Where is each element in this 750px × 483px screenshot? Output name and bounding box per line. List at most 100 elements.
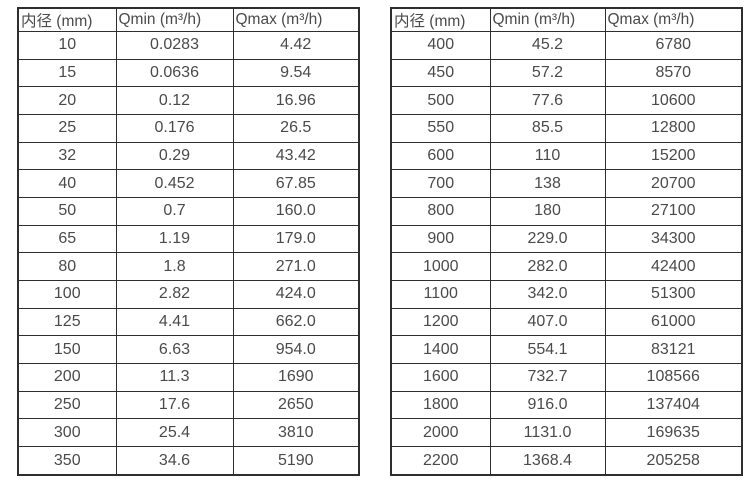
table-cell: 4.42 xyxy=(232,31,360,60)
table-cell: 25.4 xyxy=(115,418,234,448)
table-cell: 1600 xyxy=(390,363,491,392)
column-header: 内径 (mm) xyxy=(390,7,491,32)
table-cell: 271.0 xyxy=(232,252,360,282)
table-cell: 0.7 xyxy=(115,197,234,226)
table-cell: 600 xyxy=(390,141,491,171)
table-cell: 6.63 xyxy=(115,335,234,365)
table-row: 50 0.7 160.0 xyxy=(17,197,360,226)
table-row: 800 180 27100 xyxy=(390,197,743,226)
table-cell: 2200 xyxy=(390,446,491,476)
table-row: 450 57.2 8570 xyxy=(390,58,743,88)
table-cell: 800 xyxy=(390,197,491,226)
table-cell: 20 xyxy=(17,86,117,116)
table-row: 2200 1368.4 205258 xyxy=(390,446,743,476)
table-cell: 1200 xyxy=(390,307,491,337)
table-row: 700 138 20700 xyxy=(390,169,743,199)
table-cell: 57.2 xyxy=(489,58,606,88)
table-cell: 450 xyxy=(390,58,491,88)
table-row: 125 4.41 662.0 xyxy=(17,307,360,337)
header-row: 内径 (mm) Qmin (m³/h) Qmax (m³/h) xyxy=(390,7,743,32)
table-cell: 15 xyxy=(17,58,117,88)
table-cell: 205258 xyxy=(604,446,743,476)
table-cell: 80 xyxy=(17,252,117,282)
table-row: 20 0.12 16.96 xyxy=(17,86,360,116)
table-row: 15 0.0636 9.54 xyxy=(17,58,360,88)
table-cell: 900 xyxy=(390,224,491,254)
table-row: 10 0.0283 4.42 xyxy=(17,31,360,60)
table-cell: 169635 xyxy=(604,418,743,448)
table-cell: 1400 xyxy=(390,335,491,365)
table-cell: 229.0 xyxy=(489,224,606,254)
table-cell: 9.54 xyxy=(232,58,360,88)
table-cell: 350 xyxy=(17,446,117,476)
table-cell: 5190 xyxy=(232,446,360,476)
table-cell: 180 xyxy=(489,197,606,226)
table-cell: 1368.4 xyxy=(489,446,606,476)
table-row: 150 6.63 954.0 xyxy=(17,335,360,365)
table-cell: 61000 xyxy=(604,307,743,337)
table-cell: 0.0636 xyxy=(115,58,234,88)
table-cell: 500 xyxy=(390,86,491,116)
table-row: 1800 916.0 137404 xyxy=(390,390,743,420)
table-cell: 10 xyxy=(17,31,117,60)
column-header: 内径 (mm) xyxy=(17,7,117,32)
column-header: Qmin (m³/h) xyxy=(489,7,606,32)
table-row: 550 85.5 12800 xyxy=(390,114,743,143)
table-cell: 43.42 xyxy=(232,141,360,171)
table-cell: 3810 xyxy=(232,418,360,448)
table-cell: 34300 xyxy=(604,224,743,254)
table-cell: 26.5 xyxy=(232,114,360,143)
table-cell: 407.0 xyxy=(489,307,606,337)
table-row: 65 1.19 179.0 xyxy=(17,224,360,254)
table-cell: 138 xyxy=(489,169,606,199)
table-cell: 250 xyxy=(17,390,117,420)
table-cell: 0.452 xyxy=(115,169,234,199)
table-row: 200 11.3 1690 xyxy=(17,363,360,392)
table-cell: 77.6 xyxy=(489,86,606,116)
table-cell: 342.0 xyxy=(489,280,606,309)
table-cell: 108566 xyxy=(604,363,743,392)
flow-rate-table-large-diameters-wrap: 内径 (mm) Qmin (m³/h) Qmax (m³/h) 400 45.2 6780… xyxy=(390,7,743,476)
table-cell: 27100 xyxy=(604,197,743,226)
table-cell: 20700 xyxy=(604,169,743,199)
table-row: 40 0.452 67.85 xyxy=(17,169,360,199)
table-row: 350 34.6 5190 xyxy=(17,446,360,476)
table-row: 1200 407.0 61000 xyxy=(390,307,743,337)
table-row: 300 25.4 3810 xyxy=(17,418,360,448)
table-row: 1400 554.1 83121 xyxy=(390,335,743,365)
table-cell: 160.0 xyxy=(232,197,360,226)
table-cell: 1131.0 xyxy=(489,418,606,448)
table-cell: 732.7 xyxy=(489,363,606,392)
table-row: 250 17.6 2650 xyxy=(17,390,360,420)
table-cell: 32 xyxy=(17,141,117,171)
table-cell: 51300 xyxy=(604,280,743,309)
table-cell: 110 xyxy=(489,141,606,171)
table-row: 1100 342.0 51300 xyxy=(390,280,743,309)
table-cell: 65 xyxy=(17,224,117,254)
table-cell: 550 xyxy=(390,114,491,143)
table-cell: 400 xyxy=(390,31,491,60)
table-cell: 125 xyxy=(17,307,117,337)
column-header: Qmax (m³/h) xyxy=(604,7,743,32)
table-cell: 12800 xyxy=(604,114,743,143)
flow-rate-table-small-diameters-wrap: 内径 (mm) Qmin (m³/h) Qmax (m³/h) 10 0.0283 4.4… xyxy=(17,7,360,476)
table-cell: 25 xyxy=(17,114,117,143)
table-cell: 300 xyxy=(17,418,117,448)
table-row: 100 2.82 424.0 xyxy=(17,280,360,309)
table-cell: 2650 xyxy=(232,390,360,420)
table-cell: 554.1 xyxy=(489,335,606,365)
table-row: 400 45.2 6780 xyxy=(390,31,743,60)
table-cell: 100 xyxy=(17,280,117,309)
table-cell: 2.82 xyxy=(115,280,234,309)
table-row: 32 0.29 43.42 xyxy=(17,141,360,171)
table-cell: 916.0 xyxy=(489,390,606,420)
column-header: Qmax (m³/h) xyxy=(232,7,360,32)
table-cell: 83121 xyxy=(604,335,743,365)
table-row: 80 1.8 271.0 xyxy=(17,252,360,282)
table-cell: 179.0 xyxy=(232,224,360,254)
table-cell: 1100 xyxy=(390,280,491,309)
column-header: Qmin (m³/h) xyxy=(115,7,234,32)
table-cell: 15200 xyxy=(604,141,743,171)
table-cell: 1800 xyxy=(390,390,491,420)
table-cell: 0.176 xyxy=(115,114,234,143)
